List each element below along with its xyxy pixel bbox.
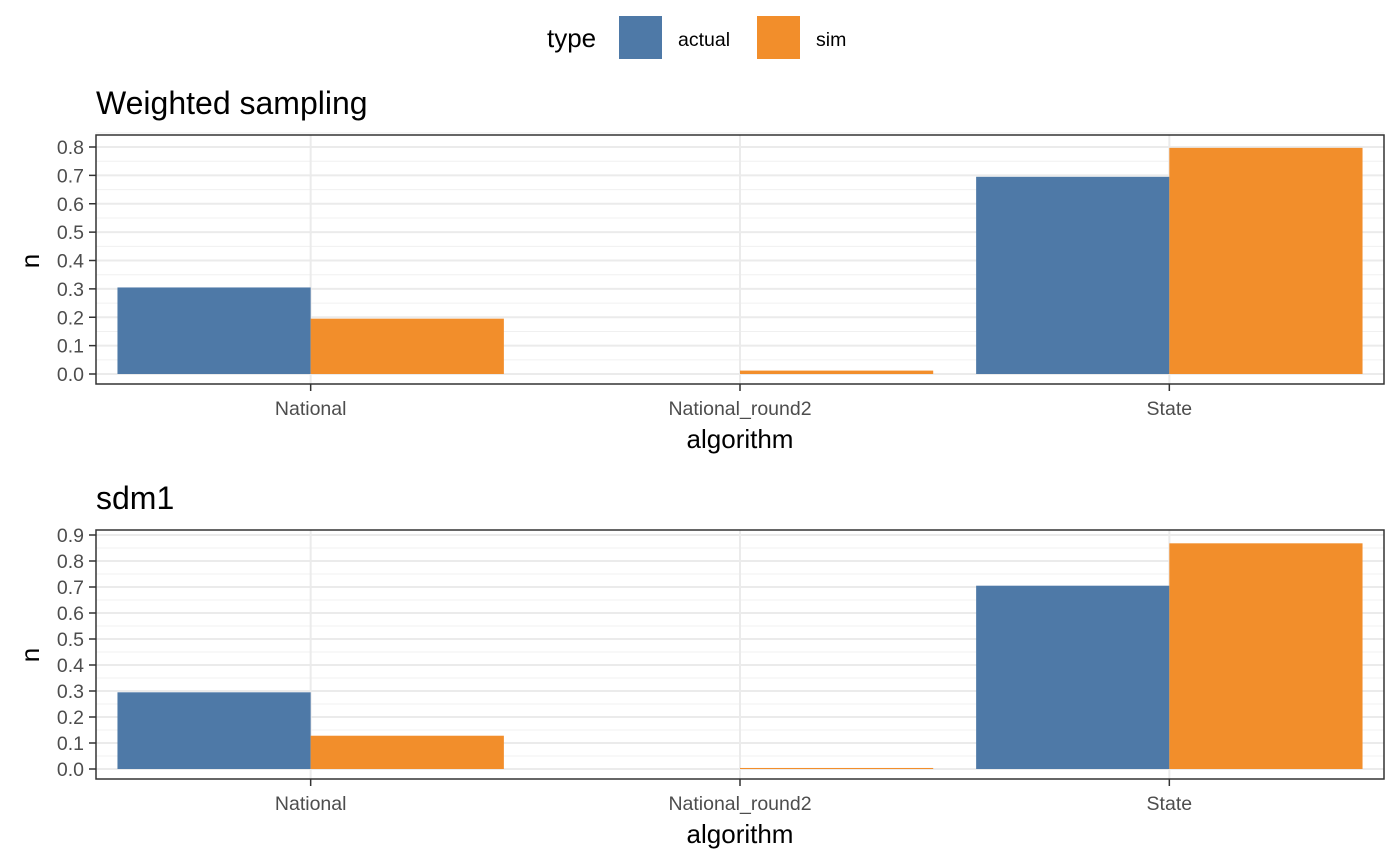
- bar-sim: [310, 318, 504, 374]
- legend: type actual sim: [547, 16, 846, 59]
- x-axis-title: algorithm: [687, 819, 794, 849]
- x-tick-label: State: [1147, 793, 1193, 815]
- y-axis-title: n: [15, 254, 45, 268]
- y-tick-label: 0.3: [57, 279, 84, 301]
- y-tick-label: 0.1: [57, 733, 84, 755]
- legend-label-sim: sim: [816, 29, 846, 51]
- legend-title: type: [547, 23, 596, 53]
- y-tick-label: 0.2: [57, 707, 84, 729]
- y-tick-label: 0.7: [57, 165, 84, 187]
- x-tick-label: National: [275, 793, 347, 815]
- bar-actual: [976, 176, 1170, 374]
- y-tick-label: 0.0: [57, 759, 84, 781]
- y-tick-label: 0.5: [57, 629, 84, 651]
- chart-title: sdm1: [96, 480, 174, 516]
- bar-sim: [740, 767, 934, 769]
- x-tick-label: State: [1147, 398, 1193, 420]
- y-tick-label: 0.8: [57, 137, 84, 159]
- bar-sim: [740, 370, 934, 374]
- bar-actual: [976, 585, 1170, 769]
- x-tick-label: National: [275, 398, 347, 420]
- chart-panel-sdm1: sdm1 algorithm n 0.00.10.20.30.40.50.60.…: [15, 480, 1385, 849]
- panel-border: [95, 134, 1385, 385]
- chart-panel-weighted-sampling: Weighted sampling algorithm n 0.00.10.20…: [15, 85, 1385, 454]
- x-tick-label: National_round2: [668, 398, 811, 420]
- x-axis-title: algorithm: [687, 424, 794, 454]
- y-tick-label: 0.4: [57, 655, 84, 677]
- bar-sim: [1169, 147, 1363, 374]
- bar-actual: [117, 287, 311, 374]
- y-tick-label: 0.6: [57, 194, 84, 216]
- panel-border: [95, 529, 1385, 780]
- chart-title: Weighted sampling: [96, 85, 368, 121]
- y-tick-label: 0.6: [57, 603, 84, 625]
- y-tick-label: 0.9: [57, 525, 84, 547]
- y-tick-label: 0.3: [57, 681, 84, 703]
- legend-key-sim: [757, 16, 800, 59]
- bar-sim: [310, 735, 504, 769]
- y-tick-label: 0.2: [57, 307, 84, 329]
- y-tick-label: 0.8: [57, 551, 84, 573]
- y-tick-label: 0.7: [57, 577, 84, 599]
- y-tick-label: 0.4: [57, 251, 84, 273]
- bar-sim: [1169, 543, 1363, 769]
- y-tick-label: 0.5: [57, 222, 84, 244]
- legend-label-actual: actual: [678, 29, 730, 51]
- y-axis-title: n: [15, 648, 45, 662]
- plot-area: 0.0 0.1 0.2 0.3 0.4 0.5 0.6 0.7 0.8 0.9 National Na…: [57, 525, 1385, 815]
- x-tick-label: National_round2: [668, 793, 811, 815]
- y-tick-label: 0.0: [57, 364, 84, 386]
- legend-key-actual: [619, 16, 662, 59]
- plot-area: 0.0 0.1 0.2 0.3 0.4 0.5 0.6 0.7 0.8 National Natio…: [57, 132, 1385, 420]
- bar-actual: [117, 692, 311, 769]
- y-tick-label: 0.1: [57, 336, 84, 358]
